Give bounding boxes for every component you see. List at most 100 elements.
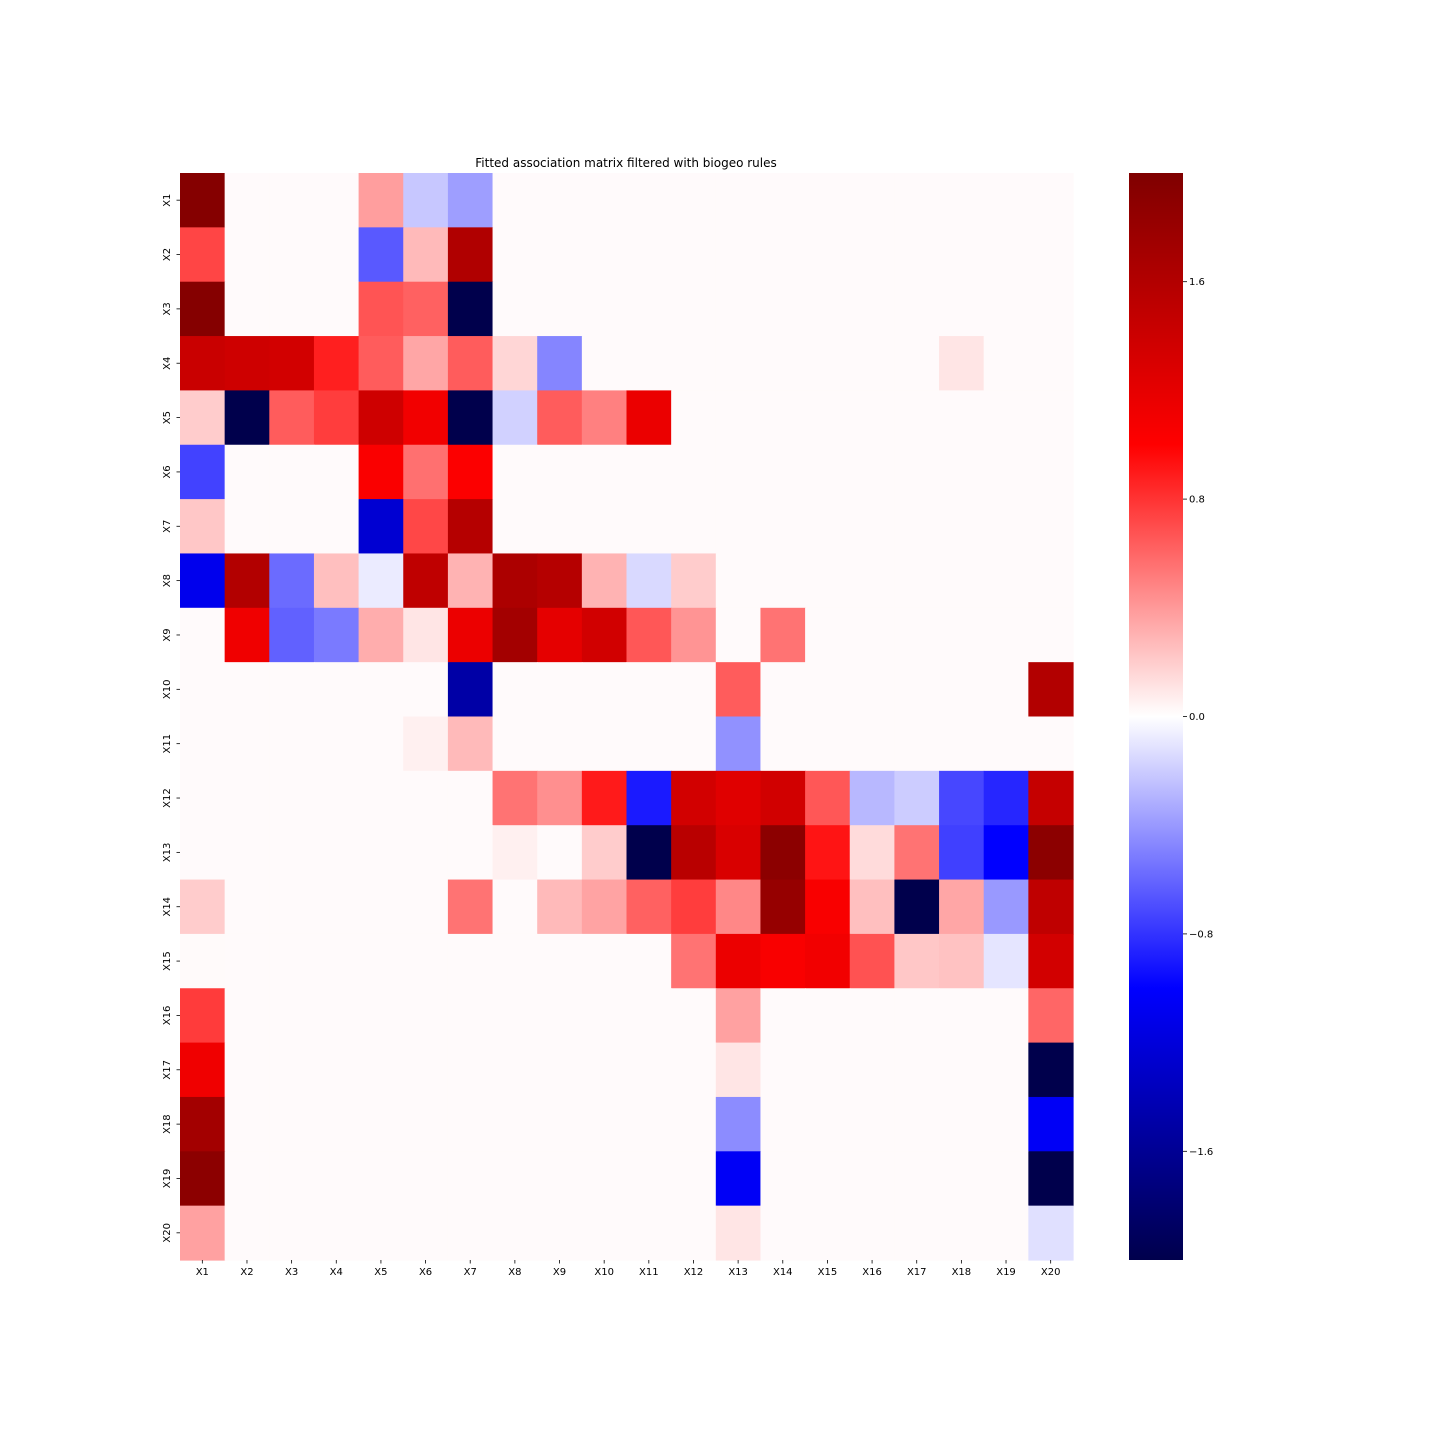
heatmap-cell-X3-X6 [403,281,449,337]
heatmap-cell-X1-X12 [671,173,717,228]
heatmap-cell-X5-X10 [581,390,628,446]
heatmap-cell-X1-X9 [537,173,583,228]
heatmap-cell-X13-X16 [849,825,895,881]
heatmap-cell-X9-X10 [581,607,628,663]
heatmap-cell-X19-X4 [313,1151,360,1207]
heatmap-cell-X5-X2 [224,390,270,446]
heatmap-cell-X9-X3 [269,607,315,663]
heatmap-cell-X19-X1 [180,1151,226,1207]
heatmap-cell-X7-X20 [1028,499,1074,555]
y-tick-label: X9 [162,628,173,641]
heatmap-cell-X1-X18 [939,173,985,228]
heatmap-cell-X7-X15 [805,499,851,555]
heatmap-cell-X11-X12 [671,716,717,772]
heatmap-cell-X12-X10 [581,770,628,826]
heatmap-cell-X10-X15 [805,662,851,718]
heatmap-cell-X7-X4 [313,499,360,555]
heatmap-cell-X9-X1 [180,607,226,663]
x-tick-label: X4 [330,1267,343,1278]
heatmap-cell-X16-X13 [715,988,762,1044]
heatmap-cell-X6-X2 [224,444,270,500]
heatmap-cell-X2-X8 [492,227,538,283]
heatmap-cell-X18-X20 [1028,1096,1074,1152]
heatmap-cell-X18-X6 [403,1096,449,1152]
x-tick-label: X19 [996,1267,1016,1278]
heatmap-cell-X18-X11 [626,1096,672,1152]
heatmap-cell-X20-X18 [939,1205,985,1261]
heatmap-cell-X6-X11 [626,444,672,500]
heatmap-cell-X9-X14 [760,607,806,663]
x-tick-label: X15 [818,1267,838,1278]
heatmap-cell-X6-X18 [939,444,985,500]
heatmap-cell-X14-X6 [403,879,449,935]
heatmap-cell-X5-X12 [671,390,717,446]
heatmap-cell-X13-X20 [1028,825,1074,881]
y-tick-label: X2 [162,248,173,261]
heatmap-cell-X13-X8 [492,825,538,881]
heatmap-cell-X11-X11 [626,716,672,772]
heatmap-cell-X6-X6 [403,444,449,500]
x-tick-label: X3 [285,1267,298,1278]
heatmap-cell-X9-X17 [894,607,940,663]
heatmap-cell-X4-X4 [313,336,360,391]
heatmap-cell-X16-X12 [671,988,717,1044]
heatmap-cell-X5-X19 [983,390,1029,446]
heatmap-cell-X3-X8 [492,281,538,337]
heatmap-cell-X1-X1 [180,173,226,228]
heatmap-cell-X5-X7 [447,390,494,446]
heatmap-cell-X17-X13 [715,1042,762,1098]
heatmap-cell-X15-X10 [581,933,628,989]
heatmap-cell-X12-X12 [671,770,717,826]
heatmap-cell-X15-X2 [224,933,270,989]
heatmap-cell-X8-X1 [180,553,226,609]
y-tick-label: X6 [162,465,173,478]
heatmap-cell-X16-X7 [447,988,494,1044]
heatmap-cell-X16-X14 [760,988,806,1044]
heatmap-cell-X14-X17 [894,879,940,935]
heatmap-cell-X5-X6 [403,390,449,446]
heatmap-cell-X1-X16 [849,173,895,228]
heatmap-cell-X18-X16 [849,1096,895,1152]
heatmap-cell-X16-X5 [358,988,404,1044]
heatmap-cell-X17-X16 [849,1042,895,1098]
heatmap-cell-X16-X2 [224,988,270,1044]
heatmap-cell-X14-X15 [805,879,851,935]
heatmap-cell-X18-X13 [715,1096,762,1152]
heatmap-cell-X3-X11 [626,281,672,337]
heatmap-cell-X9-X7 [447,607,494,663]
heatmap-cell-X16-X15 [805,988,851,1044]
heatmap-cell-X4-X11 [626,336,672,391]
heatmap-cell-X15-X18 [939,933,985,989]
heatmap-cell-X16-X8 [492,988,538,1044]
heatmap-cell-X19-X12 [671,1151,717,1207]
heatmap-cell-X4-X20 [1028,336,1074,391]
heatmap-cell-X14-X20 [1028,879,1074,935]
heatmap-cell-X18-X9 [537,1096,583,1152]
heatmap-cell-X15-X4 [313,933,360,989]
heatmap-cell-X4-X5 [358,336,404,391]
heatmap-cell-X13-X10 [581,825,628,881]
heatmap-cell-X11-X8 [492,716,538,772]
heatmap-cell-X14-X12 [671,879,717,935]
heatmap-cell-X8-X5 [358,553,404,609]
colorbar-tick-label: 1.6 [1189,277,1205,288]
heatmap-cell-X17-X18 [939,1042,985,1098]
heatmap-cell-X8-X18 [939,553,985,609]
x-tick-label: X12 [684,1267,704,1278]
heatmap-cell-X15-X17 [894,933,940,989]
heatmap-cell-X19-X9 [537,1151,583,1207]
heatmap-cell-X13-X13 [715,825,762,881]
heatmap-cell-X1-X10 [581,173,628,228]
heatmap-cell-X14-X16 [849,879,895,935]
x-tick-label: X13 [728,1267,748,1278]
heatmap-cell-X18-X4 [313,1096,360,1152]
colorbar-tick-label: 0.0 [1189,712,1205,723]
heatmap-cell-X6-X3 [269,444,315,500]
heatmap-cell-X1-X15 [805,173,851,228]
heatmap-cell-X17-X19 [983,1042,1029,1098]
heatmap-cell-X7-X11 [626,499,672,555]
heatmap-cell-X16-X16 [849,988,895,1044]
heatmap-cell-X14-X7 [447,879,494,935]
heatmap-cell-X8-X14 [760,553,806,609]
heatmap-cell-X3-X20 [1028,281,1074,337]
